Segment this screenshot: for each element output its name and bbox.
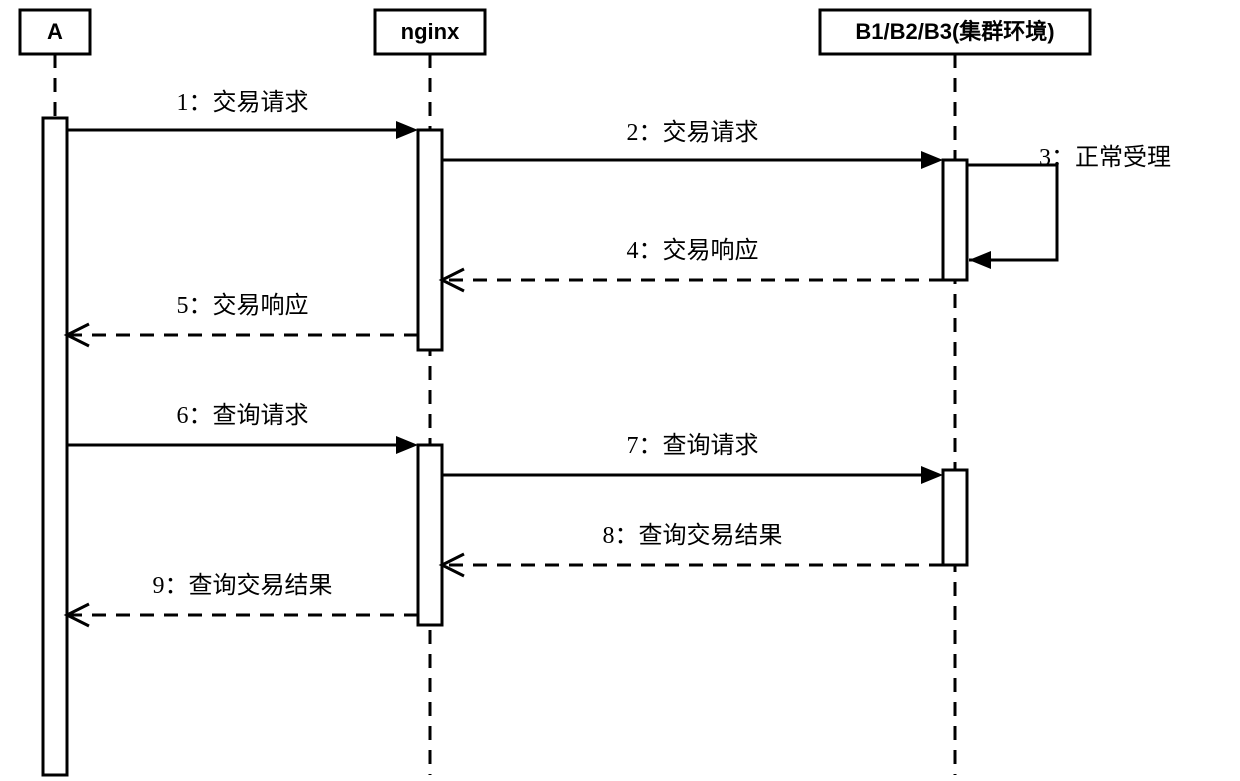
activation-B_act2: [943, 470, 967, 565]
activation-N_act2: [418, 445, 442, 625]
message-label-m6: 6：查询请求: [177, 402, 309, 429]
message-label-m3: 3：正常受理: [1039, 144, 1171, 171]
sequence-diagram: Anginx B1/B2/B3(集群环境) 1：交易请求 2：交易请求 3：正常受理 4：…: [0, 0, 1240, 781]
activation-A_main: [43, 118, 67, 775]
message-label-m7: 7：查询请求: [627, 432, 759, 459]
participant-label-B: B1/B2/B3(集群环境): [855, 19, 1054, 44]
activation-N_act1: [418, 130, 442, 350]
message-label-m4: 4：交易响应: [627, 237, 759, 264]
message-label-m1: 1：交易请求: [177, 89, 309, 116]
message-label-m2: 2：交易请求: [627, 119, 759, 146]
message-line-m3: [967, 165, 1057, 260]
participant-label-A: A: [47, 19, 63, 44]
message-label-m8: 8：查询交易结果: [603, 522, 783, 549]
message-label-m9: 9：查询交易结果: [153, 572, 333, 599]
message-label-m5: 5：交易响应: [177, 292, 309, 319]
participant-label-nginx: nginx: [401, 19, 460, 44]
activation-B_act1: [943, 160, 967, 280]
